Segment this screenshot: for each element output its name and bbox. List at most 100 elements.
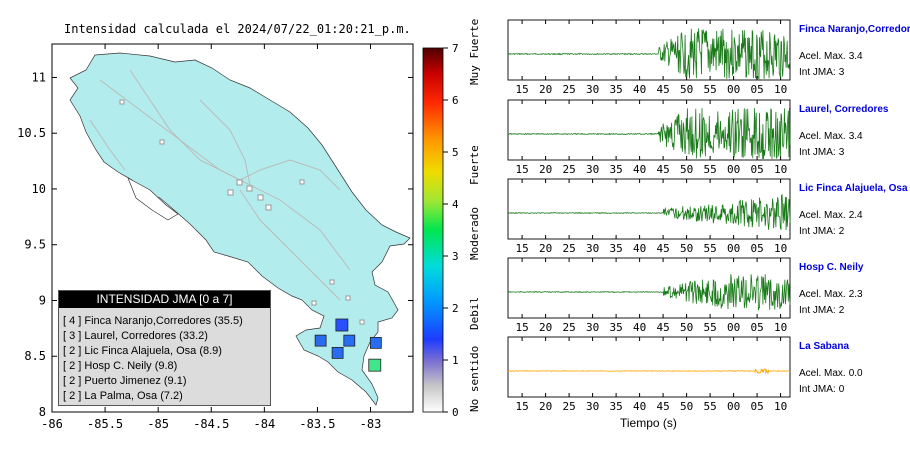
station-jma: Int JMA: 0 (799, 383, 910, 397)
waveform-x-tick-label: 00 (727, 321, 740, 334)
station-label-block: Lic Finca Alajuela, Osa Acel. Max. 2.4 Int … (799, 182, 910, 239)
waveform-x-tick-label: 05 (750, 83, 763, 96)
map-y-tick-label: 8.5 (24, 349, 46, 363)
waveform-x-tick-label: 10 (774, 400, 787, 413)
waveform-x-tick-label: 45 (656, 83, 669, 96)
waveform-xlabel: Tiempo (s) (620, 416, 677, 430)
colorbar-category-label: Debil (468, 297, 481, 330)
waveform-x-tick-label: 35 (609, 400, 622, 413)
station-jma: Int JMA: 2 (799, 225, 910, 239)
colorbar-category-label: No sentido (468, 346, 481, 412)
station-name: Hosp C. Neily (799, 262, 864, 273)
map-x-tick-label: -86 (41, 417, 63, 431)
station-jma-label: Int JMA: (799, 305, 836, 316)
station-accel: Acel. Max. 3.4 (799, 130, 910, 144)
station-jma-value: 3 (838, 147, 845, 158)
waveform-x-tick-label: 00 (727, 83, 740, 96)
colorbar (422, 47, 444, 413)
waveform-x-tick-label: 15 (515, 163, 528, 176)
waveform-x-tick-label: 45 (656, 242, 669, 255)
station-jma: Int JMA: 3 (799, 146, 910, 160)
station-jma-label: Int JMA: (799, 147, 836, 158)
station-marker (369, 336, 382, 349)
station-accel: Acel. Max. 3.4 (799, 50, 910, 64)
waveform-x-tick-label: 55 (703, 321, 716, 334)
legend-item: [ 2 ] La Palma, Osa (7.2) (63, 390, 183, 402)
map-axis-ticks: -86 -85.5 -85 -84.5 -84 -83.5 -83 11 10.5 10 9.5 9 8… (17, 44, 413, 431)
station-accel: Acel. Max. 0.0 (799, 367, 910, 381)
station-label-block: Finca Naranjo,Corredores Acel. Max. 3.4 Int… (799, 23, 910, 80)
colorbar-tick-label: 6 (452, 94, 459, 107)
station-jma: Int JMA: 3 (799, 66, 910, 80)
waveform-frame (507, 336, 791, 398)
waveform-panel: 15 20 25 30 35 40 45 50 55 00 05 10 (507, 19, 791, 96)
map-y-tick-label: 9.5 (24, 238, 46, 252)
station-name: Finca Naranjo,Corredores (799, 24, 910, 35)
waveform-x-tick-label: 05 (750, 321, 763, 334)
waveform-trace (507, 107, 791, 160)
station-jma: Int JMA: 2 (799, 304, 910, 318)
station-accel-value: 2.3 (848, 289, 863, 300)
station-jma-value: 2 (838, 226, 845, 237)
waveform-trace (507, 368, 790, 375)
colorbar-tick-label: 0 (452, 406, 459, 419)
waveform-x-tick-label: 20 (539, 400, 552, 413)
map-title: Intensidad calculada el 2024/07/22_01:20… (64, 22, 411, 36)
waveform-x-tick-label: 50 (680, 163, 693, 176)
map-x-tick-label: -83.5 (299, 417, 335, 431)
waveform-panel: 15 20 25 30 35 40 45 50 55 00 05 10 (507, 257, 791, 334)
station-accel-label: Acel. Max. (799, 368, 846, 379)
map-y-tick-label: 10.5 (17, 126, 46, 140)
waveform-x-tick-label: 20 (539, 242, 552, 255)
map-x-tick-label: -83 (360, 417, 382, 431)
legend-item: [ 2 ] Hosp C. Neily (9.8) (63, 360, 178, 372)
map-y-tick-label: 8 (39, 405, 46, 419)
map-x-tick-label: -84.5 (193, 417, 229, 431)
map-x-tick-label: -84 (254, 417, 276, 431)
waveform-x-tick-label: 10 (774, 242, 787, 255)
station-marker (335, 318, 349, 332)
waveform-x-tick-label: 40 (633, 83, 646, 96)
road-network (89, 69, 351, 301)
waveform-trace (508, 274, 791, 311)
legend-item: [ 3 ] Laurel, Corredores (33.2) (63, 330, 208, 342)
waveform-x-tick-label: 30 (586, 242, 599, 255)
waveform-x-tick-label: 35 (609, 321, 622, 334)
station-accel-value: 2.4 (848, 210, 863, 221)
station-accel: Acel. Max. 2.4 (799, 209, 910, 223)
station-accel-label: Acel. Max. (799, 289, 846, 300)
station-jma-label: Int JMA: (799, 226, 836, 237)
colorbar-ticks: 0 1 2 3 4 5 6 7 (443, 42, 459, 419)
waveform-x-tick-label: 30 (586, 321, 599, 334)
waveform-trace (508, 28, 791, 80)
legend-item: [ 4 ] Finca Naranjo,Corredores (35.5) (63, 315, 243, 327)
waveform-x-tick-label: 15 (515, 83, 528, 96)
station-accel-value: 3.4 (848, 51, 863, 62)
station-jma-label: Int JMA: (799, 67, 836, 78)
station-accel-value: 3.4 (848, 131, 863, 142)
waveform-x-tick-label: 45 (656, 321, 669, 334)
colorbar-tick-label: 3 (452, 250, 459, 263)
waveform-x-tick-label: 15 (515, 321, 528, 334)
waveform-x-tick-label: 00 (727, 242, 740, 255)
station-label-block: La Sabana Acel. Max. 0.0 Int JMA: 0 (799, 340, 910, 397)
map-y-tick-label: 9 (39, 293, 46, 307)
legend-item: [ 2 ] Lic Finca Alajuela, Osa (8.9) (63, 345, 222, 357)
waveform-x-tick-label: 30 (586, 400, 599, 413)
waveform-x-tick-label: 55 (703, 400, 716, 413)
station-marker (343, 334, 356, 347)
station-markers (314, 318, 382, 372)
map-y-tick-label: 10 (32, 182, 46, 196)
waveform-x-tick-label: 50 (680, 242, 693, 255)
waveform-x-tick-label: 05 (750, 400, 763, 413)
town-markers (119, 99, 365, 325)
waveform-x-tick-label: 30 (586, 163, 599, 176)
waveform-x-tick-label: 10 (774, 163, 787, 176)
station-jma-value: 2 (838, 305, 845, 316)
legend-items: [ 4 ] Finca Naranjo,Corredores (35.5) [ 3… (59, 308, 270, 404)
colorbar-tick-label: 5 (452, 146, 459, 159)
waveform-x-tick-label: 45 (656, 400, 669, 413)
waveform-x-tick-label: 20 (539, 163, 552, 176)
waveform-panel: 15 20 25 30 35 40 45 50 55 00 05 10 (507, 178, 791, 255)
